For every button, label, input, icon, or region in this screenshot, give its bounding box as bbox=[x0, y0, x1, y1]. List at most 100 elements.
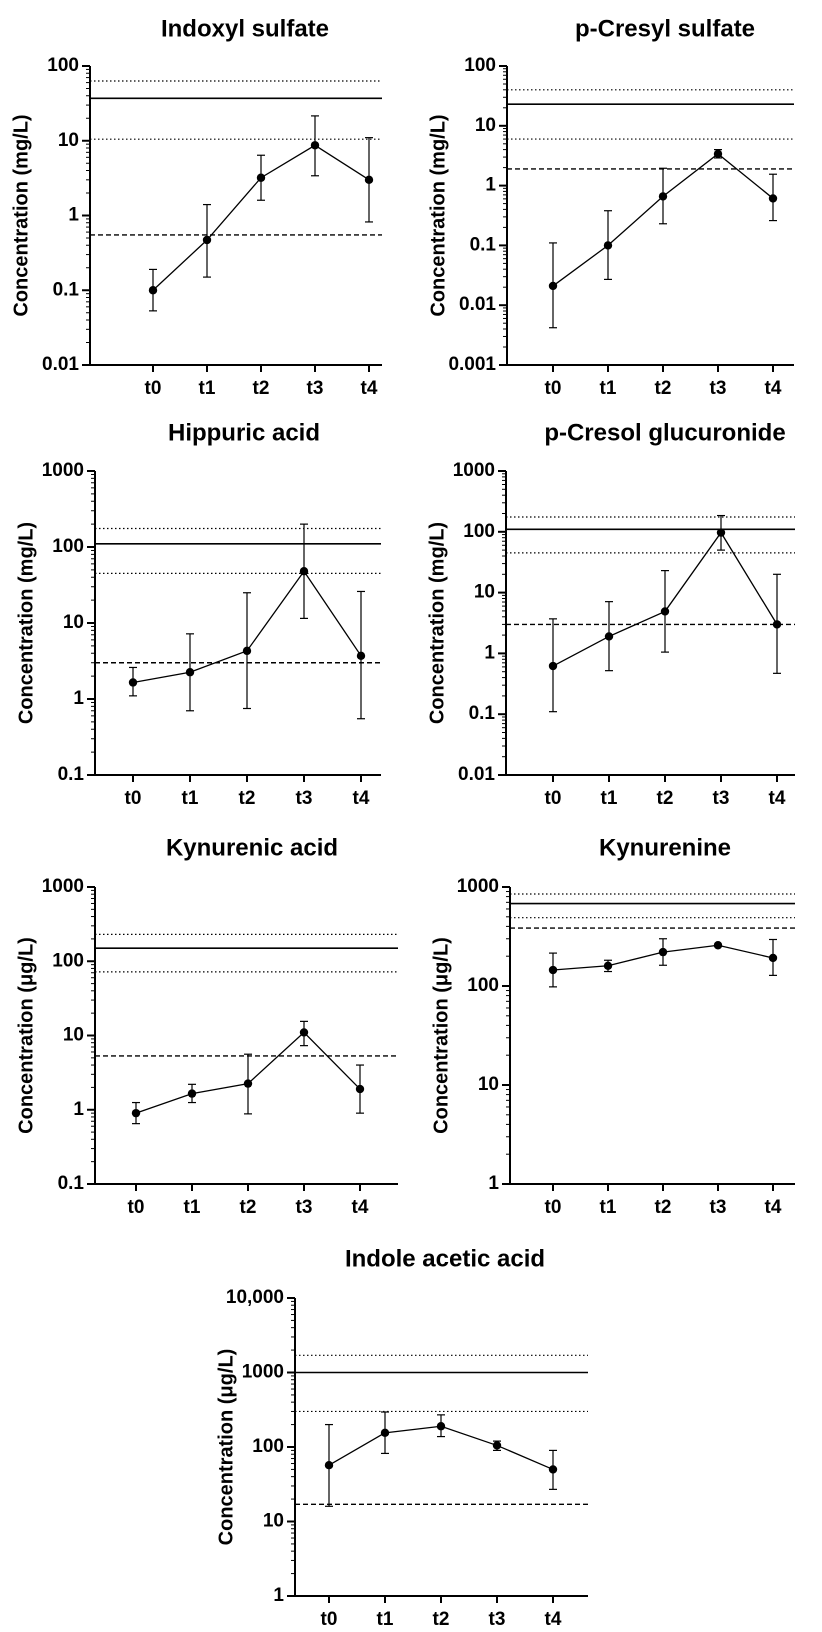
chart-1-y-tick-label: 10 bbox=[58, 130, 79, 151]
chart-4-x-tick-label: t2 bbox=[657, 788, 674, 809]
chart-3-x-tick-label: t0 bbox=[125, 788, 142, 809]
chart-1-x-tick-label: t2 bbox=[253, 378, 270, 399]
chart-1-x-tick-label: t0 bbox=[145, 378, 162, 399]
chart-5-y-tick-label: 1000 bbox=[42, 876, 84, 897]
chart-kynurenine: Kynurenine Concentration (μg/L) 1 10 100 1000… bbox=[430, 834, 795, 1218]
chart-7-y-axis-label: Concentration (μg/L) bbox=[215, 1349, 237, 1546]
chart-6-x-tick-label: t2 bbox=[655, 1197, 672, 1218]
chart-1-data-point bbox=[148, 286, 158, 295]
chart-4-y-tick-label: 1000 bbox=[453, 460, 495, 481]
chart-2-y-tick-label: 0.01 bbox=[459, 294, 496, 315]
chart-5-x-tick-label: t1 bbox=[184, 1197, 201, 1218]
chart-3-data-point bbox=[128, 678, 138, 687]
chart-4-y-tick-label: 0.01 bbox=[458, 764, 495, 785]
chart-6-data-point bbox=[768, 953, 778, 963]
chart-6-title: Kynurenine bbox=[599, 834, 731, 861]
chart-4-x-tick-label: t1 bbox=[601, 788, 618, 809]
chart-4-data-point bbox=[772, 620, 782, 629]
chart-2-x-tick-label: t4 bbox=[765, 378, 782, 399]
chart-3-data-point bbox=[242, 646, 252, 656]
chart-2-data-point bbox=[768, 194, 778, 203]
chart-5-data-point bbox=[299, 1028, 309, 1037]
chart-hippuric-acid: Hippuric acid Concentration (mg/L) 0.1 1 10 1… bbox=[15, 419, 381, 809]
chart-7-y-tick-label: 10 bbox=[263, 1511, 284, 1532]
chart-5-data-point bbox=[187, 1089, 197, 1098]
chart-6-y-tick-label: 1 bbox=[488, 1173, 499, 1194]
chart-1-x-tick-label: t4 bbox=[361, 378, 378, 399]
chart-5-x-tick-label: t3 bbox=[296, 1197, 313, 1218]
chart-2-title: p-Cresyl sulfate bbox=[575, 15, 755, 42]
chart-7-x-tick-label: t0 bbox=[321, 1609, 338, 1630]
chart-5-title: Kynurenic acid bbox=[166, 834, 338, 861]
chart-6-y-tick-label: 100 bbox=[467, 975, 499, 996]
chart-2-x-tick-label: t1 bbox=[600, 378, 617, 399]
chart-5-y-tick-label: 10 bbox=[63, 1025, 84, 1046]
chart-5-data-point bbox=[243, 1079, 253, 1088]
chart-5-y-tick-label: 0.1 bbox=[58, 1173, 85, 1194]
chart-2-data-point bbox=[548, 281, 558, 291]
chart-2-y-tick-label: 100 bbox=[464, 55, 496, 76]
chart-2-x-tick-label: t3 bbox=[710, 378, 727, 399]
chart-7-title: Indole acetic acid bbox=[345, 1245, 545, 1272]
chart-7-x-tick-label: t2 bbox=[433, 1609, 450, 1630]
chart-indoxyl-sulfate: Indoxyl sulfate Concentration (mg/L) 0.01 0… bbox=[10, 15, 382, 399]
chart-7-data-point bbox=[548, 1465, 558, 1474]
chart-3-data-point bbox=[356, 651, 366, 661]
chart-6-data-point bbox=[713, 941, 723, 950]
chart-2-data-point bbox=[713, 149, 723, 159]
chart-7-x-tick-label: t3 bbox=[489, 1609, 506, 1630]
chart-3-x-tick-label: t4 bbox=[353, 788, 370, 809]
chart-7-y-tick-label: 1 bbox=[273, 1585, 284, 1606]
chart-3-title: Hippuric acid bbox=[168, 419, 320, 446]
chart-6-x-tick-label: t3 bbox=[710, 1197, 727, 1218]
chart-1-data-point bbox=[310, 141, 320, 150]
chart-5-x-tick-label: t4 bbox=[352, 1197, 369, 1218]
chart-4-y-tick-label: 10 bbox=[474, 582, 495, 603]
chart-7-x-tick-label: t1 bbox=[377, 1609, 394, 1630]
chart-3-data-point bbox=[185, 668, 195, 677]
chart-2-data-point bbox=[658, 192, 668, 201]
chart-6-y-axis-label: Concentration (μg/L) bbox=[430, 937, 452, 1134]
chart-2-y-tick-label: 1 bbox=[485, 175, 496, 196]
chart-3-x-tick-label: t1 bbox=[182, 788, 199, 809]
chart-4-title: p-Cresol glucuronide bbox=[544, 419, 785, 446]
chart-3-y-tick-label: 1000 bbox=[42, 460, 84, 481]
chart-3-x-tick-label: t3 bbox=[296, 788, 313, 809]
chart-6-data-point bbox=[603, 961, 613, 970]
chart-5-x-tick-label: t2 bbox=[240, 1197, 257, 1218]
chart-4-y-tick-label: 0.1 bbox=[469, 703, 496, 724]
chart-1-y-tick-label: 100 bbox=[47, 55, 79, 76]
chart-1-y-tick-label: 0.01 bbox=[42, 354, 79, 375]
chart-1-y-axis-label: Concentration (mg/L) bbox=[10, 114, 32, 316]
chart-7-y-tick-label: 1000 bbox=[242, 1362, 284, 1383]
chart-6-data-point bbox=[548, 965, 558, 975]
chart-5-y-axis-label: Concentration (μg/L) bbox=[15, 937, 37, 1134]
chart-6-x-tick-label: t1 bbox=[600, 1197, 617, 1218]
chart-4-data-point bbox=[548, 661, 558, 671]
chart-3-y-tick-label: 0.1 bbox=[58, 764, 85, 785]
chart-p-cresol-glucuronide: p-Cresol glucuronide Concentration (mg/L)… bbox=[426, 419, 795, 809]
chart-7-data-point bbox=[324, 1460, 334, 1470]
chart-5-data-point bbox=[131, 1108, 141, 1118]
chart-p-cresyl-sulfate: p-Cresyl sulfate Concentration (mg/L) 0.00… bbox=[427, 15, 794, 399]
chart-3-x-tick-label: t2 bbox=[239, 788, 256, 809]
chart-6-y-tick-label: 10 bbox=[478, 1074, 499, 1095]
chart-7-y-tick-label: 100 bbox=[252, 1436, 284, 1457]
chart-7-data-point bbox=[436, 1422, 446, 1431]
chart-6-y-tick-label: 1000 bbox=[457, 876, 499, 897]
chart-1-data-point bbox=[256, 173, 266, 182]
chart-4-data-point bbox=[604, 632, 614, 641]
chart-6-x-tick-label: t0 bbox=[545, 1197, 562, 1218]
chart-2-x-tick-label: t2 bbox=[655, 378, 672, 399]
chart-4-x-tick-label: t0 bbox=[545, 788, 562, 809]
chart-2-y-tick-label: 0.1 bbox=[470, 234, 497, 255]
chart-6-data-point bbox=[658, 947, 668, 957]
chart-4-data-point bbox=[660, 607, 670, 616]
chart-1-y-tick-label: 1 bbox=[68, 205, 79, 226]
chart-1-data-point bbox=[202, 235, 212, 245]
chart-5-y-tick-label: 1 bbox=[73, 1099, 84, 1120]
chart-4-x-tick-label: t3 bbox=[713, 788, 730, 809]
chart-5-x-tick-label: t0 bbox=[128, 1197, 145, 1218]
chart-3-y-tick-label: 100 bbox=[52, 536, 84, 557]
chart-2-y-tick-label: 0.001 bbox=[448, 354, 496, 375]
